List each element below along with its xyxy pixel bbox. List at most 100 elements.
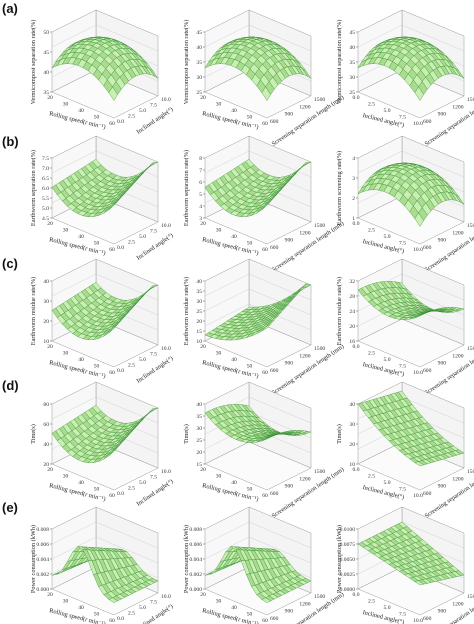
z-tick-label: 8 [199, 156, 202, 162]
z-tick-label: 20 [43, 319, 49, 325]
surface-cell [414, 461, 425, 467]
y-tick-label: 1500 [314, 469, 325, 475]
z-tick-label: 7 [199, 168, 202, 174]
z-tick-label: 0.0025 [340, 572, 356, 578]
x-tick-label: 20 [200, 592, 206, 598]
y-tick-label: 7.5 [150, 352, 157, 358]
z-tick-label: 40 [196, 279, 202, 285]
x-tick-label: 20 [47, 344, 53, 350]
row-label-e: (e) [2, 500, 18, 515]
y-tick-label: 600 [423, 616, 432, 622]
surface-cell [261, 323, 271, 332]
wall-gridline [51, 150, 159, 178]
z-tick-label: 35 [349, 60, 355, 66]
y-tick-label: 1200 [299, 601, 310, 607]
z-tick-label: 30 [349, 75, 355, 81]
z-tick-label: 20 [349, 324, 355, 330]
z-tick-label: 40 [196, 45, 202, 51]
y-tick-label: 900 [438, 484, 447, 490]
z-tick-label: 0.000 [36, 587, 49, 593]
x-tick-label: 40 [231, 234, 237, 240]
wall-gridline [204, 288, 312, 316]
y-tick-label: 5.0 [139, 234, 146, 240]
x-tick-label: 30 [216, 351, 222, 357]
z-tick-label: 40 [43, 279, 49, 285]
y-tick-label: 5.0 [139, 480, 146, 486]
z-tick-label: 0.002 [189, 572, 202, 578]
z-tick-label: 6.0 [42, 186, 49, 192]
y-tick-label: 900 [285, 361, 294, 367]
x-tick-label: 50 [247, 241, 253, 247]
surface-panel-1-1: 35 40 45 50 20 30 40 50 60 0.0 2.5 5.0 7.5 10.0 Vermic… [30, 9, 175, 136]
z-tick-label: 5.5 [42, 196, 49, 202]
z-tick-label: 30 [196, 75, 202, 81]
z-tick-label: 40 [349, 45, 355, 51]
wall-gridline [204, 521, 312, 549]
surface-cell [261, 597, 272, 603]
y-tick-label: 2.5 [128, 611, 135, 617]
y-tick-label: 0.0 [117, 616, 124, 622]
wall-gridline [204, 536, 312, 564]
x-tick-label: 0.0 [353, 467, 360, 473]
x-tick-label: 40 [78, 357, 84, 363]
z-tick-label: 35 [43, 90, 49, 96]
z-tick-label: 2 [352, 196, 355, 202]
y-tick-label: 900 [285, 484, 294, 490]
y-tick-label: 1200 [299, 476, 310, 482]
x-tick-label: 30 [63, 102, 69, 108]
x-tick-label: 2.5 [368, 228, 375, 234]
y-tick-label: 0.0 [117, 491, 124, 497]
x-tick-label: 50 [94, 612, 100, 618]
x-tick-label: 20 [47, 95, 53, 101]
row-label-a: (a) [2, 1, 18, 16]
x-tick-label: 2.5 [368, 102, 375, 108]
z-tick-label: 3 [199, 216, 202, 222]
row-label-c: (c) [2, 256, 18, 271]
z-tick-label: 15 [196, 462, 202, 468]
z-tick-label: 15 [196, 329, 202, 335]
z-axis-title: Time(s) [30, 424, 37, 444]
z-tick-label: 0.000 [189, 587, 202, 593]
z-tick-label: 40 [43, 70, 49, 76]
x-tick-label: 50 [247, 612, 253, 618]
surface-cell [108, 597, 119, 603]
x-tick-label: 30 [216, 474, 222, 480]
x-tick-label: 20 [47, 221, 53, 227]
z-tick-label: 32 [349, 279, 355, 285]
z-tick-label: 30 [349, 422, 355, 428]
floor [357, 441, 465, 491]
wall-gridline [204, 303, 312, 331]
y-tick-label: 7.5 [150, 475, 157, 481]
x-tick-label: 50 [94, 241, 100, 247]
z-axis-title: Vermicompost separation rate(%) [183, 20, 190, 105]
y-tick-label: 1200 [299, 353, 310, 359]
y-tick-label: 5.0 [139, 357, 146, 363]
y-tick-label: 2.5 [128, 363, 135, 369]
z-tick-label: 30 [196, 426, 202, 432]
z-tick-label: 16 [349, 339, 355, 345]
z-tick-label: 0.006 [36, 542, 49, 548]
x-tick-label: 40 [231, 480, 237, 486]
surface-cell [261, 436, 271, 442]
y-tick-label: 1200 [452, 104, 463, 110]
x-tick-label: 40 [231, 605, 237, 611]
x-tick-label: 10.0 [413, 493, 423, 499]
y-tick-label: 600 [270, 119, 279, 125]
z-axis-title: Power consumption (kWh) [30, 525, 37, 593]
x-tick-label: 40 [231, 108, 237, 114]
x-tick-label: 7.5 [399, 115, 406, 121]
x-tick-label: 60 [109, 618, 115, 624]
y-tick-label: 1500 [467, 223, 474, 229]
z-tick-label: 45 [196, 30, 202, 36]
surface-cell [108, 201, 118, 210]
y-tick-label: 1200 [299, 104, 310, 110]
wall-gridline [204, 150, 312, 178]
x-tick-label: 60 [262, 121, 268, 127]
z-tick-label: 40 [349, 402, 355, 408]
y-tick-label: 10.0 [161, 346, 171, 352]
y-tick-label: 10.0 [161, 594, 171, 600]
x-tick-label: 40 [78, 480, 84, 486]
